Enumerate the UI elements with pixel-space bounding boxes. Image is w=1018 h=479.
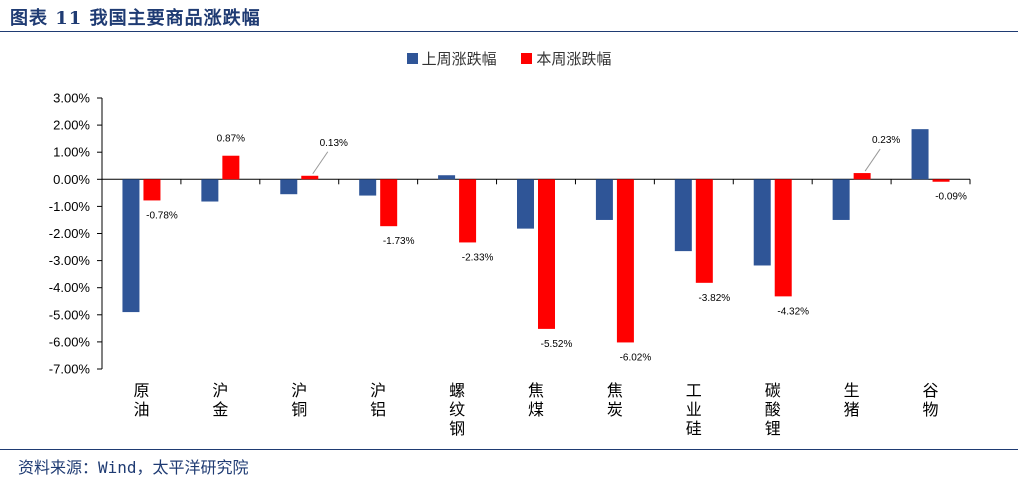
bar-last-week <box>201 179 219 202</box>
x-category-label: 金 <box>212 400 228 419</box>
legend-label-this-week: 本周涨跌幅 <box>536 50 612 68</box>
y-tick-label: -2.00% <box>49 226 91 241</box>
data-label: -5.52% <box>541 339 573 350</box>
data-label: -2.33% <box>462 252 494 263</box>
y-tick-label: -4.00% <box>49 280 91 295</box>
y-tick-label: 1.00% <box>53 145 90 160</box>
data-label-leader <box>864 148 881 172</box>
data-label: 0.87% <box>217 134 245 145</box>
source-note: 资料来源：Wind，太平洋研究院 <box>18 458 249 477</box>
bottom-divider <box>0 449 1018 450</box>
bar-this-week <box>143 179 161 201</box>
x-category-label: 碳 <box>765 381 781 400</box>
bar-this-week <box>616 179 634 343</box>
x-category-label: 锂 <box>765 419 781 438</box>
bar-this-week <box>774 179 792 297</box>
legend-label-last-week: 上周涨跌幅 <box>421 50 497 68</box>
chart-legend: 上周涨跌幅 本周涨跌幅 <box>0 48 1018 69</box>
title-bar: 图表 11 我国主要商品涨跌幅 <box>0 0 1018 32</box>
bar-this-week <box>380 179 398 227</box>
bar-last-week <box>674 179 692 252</box>
x-category-label: 猪 <box>844 400 860 419</box>
x-category-label: 谷 <box>923 381 939 400</box>
bar-last-week <box>359 179 377 196</box>
x-category-label: 煤 <box>528 400 544 419</box>
y-tick-label: 3.00% <box>53 91 90 106</box>
bar-chart: 3.00% 2.00% 1.00% 0.00% -1.00% -2.00% -3.00% -4… <box>49 91 971 438</box>
data-label: -4.32% <box>777 306 809 317</box>
bar-last-week <box>911 129 929 180</box>
bar-last-week <box>753 179 771 266</box>
y-tick-label: 2.00% <box>53 118 90 133</box>
legend-swatch-last-week <box>406 53 418 64</box>
data-label: -0.78% <box>146 210 178 221</box>
bar-last-week <box>517 179 534 229</box>
bar-last-week <box>280 179 298 195</box>
x-category-label: 生 <box>844 381 860 400</box>
data-label: 0.23% <box>872 135 900 146</box>
bar-last-week <box>122 179 140 313</box>
legend-item-this-week: 本周涨跌幅 <box>521 48 611 69</box>
x-category-label: 沪 <box>212 381 228 400</box>
bar-this-week <box>301 175 319 180</box>
y-tick-label: -7.00% <box>49 362 91 377</box>
y-tick-label: -5.00% <box>49 307 91 322</box>
bar-last-week <box>832 179 850 220</box>
bar-this-week <box>695 179 713 283</box>
data-label: -0.09% <box>935 192 967 203</box>
page-title: 图表 11 我国主要商品涨跌幅 <box>10 8 261 29</box>
top-divider <box>0 31 1018 32</box>
data-label: -3.82% <box>698 293 730 304</box>
x-category-label: 纹 <box>449 400 465 419</box>
x-category-label: 沪 <box>370 381 386 400</box>
x-category-label: 炭 <box>607 400 623 419</box>
bar-this-week <box>222 155 240 180</box>
bar-this-week <box>459 179 477 243</box>
data-label: -6.02% <box>620 352 652 363</box>
x-category-label: 酸 <box>765 400 781 419</box>
legend-item-last-week: 上周涨跌幅 <box>406 48 497 69</box>
x-category-label: 原 <box>133 381 149 400</box>
data-label-leader <box>312 151 329 175</box>
bar-last-week <box>595 179 613 220</box>
x-category-label: 焦 <box>607 381 623 400</box>
data-label: -1.73% <box>383 236 415 247</box>
x-category-label: 物 <box>923 400 939 419</box>
x-category-label: 焦 <box>528 381 544 400</box>
y-tick-label: 0.00% <box>53 172 90 187</box>
y-tick-label: -6.00% <box>49 334 91 349</box>
y-tick-label: -3.00% <box>49 253 91 268</box>
legend-swatch-this-week <box>521 53 533 64</box>
x-category-label: 油 <box>133 400 149 419</box>
x-category-label: 钢 <box>449 419 465 438</box>
bar-this-week <box>538 179 555 329</box>
data-label: 0.13% <box>320 138 348 149</box>
x-category-label: 铜 <box>291 400 307 419</box>
bar-last-week <box>438 175 456 180</box>
x-category-label: 硅 <box>686 419 702 438</box>
x-category-label: 业 <box>686 400 702 419</box>
bar-this-week <box>932 179 950 182</box>
bar-this-week <box>853 173 871 180</box>
x-category-label: 工 <box>686 381 702 400</box>
x-category-label: 沪 <box>291 381 307 400</box>
y-tick-label: -1.00% <box>49 199 91 214</box>
x-category-label: 铝 <box>370 400 386 419</box>
x-category-label: 螺 <box>449 381 465 400</box>
